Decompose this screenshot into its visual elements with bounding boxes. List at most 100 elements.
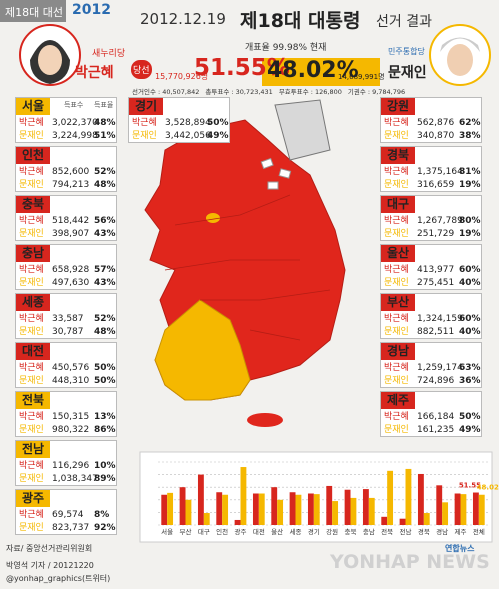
votes: 15,770,926명 bbox=[155, 72, 209, 81]
votes: 823,737 bbox=[52, 523, 90, 533]
votes: 161,235 bbox=[417, 425, 455, 435]
region-row: 문재인 3,224,998 51% bbox=[16, 130, 116, 143]
share: 50% bbox=[207, 118, 229, 128]
candidate-name: 박근혜 bbox=[19, 216, 44, 226]
bar bbox=[332, 501, 339, 525]
region-card: 경기 박근혜 3,528,894 50% 문재인 3,442,056 49% bbox=[128, 97, 230, 143]
region-row: 문재인 823,737 92% bbox=[16, 522, 116, 535]
share: 52% bbox=[94, 167, 116, 177]
region-row: 박근혜 69,574 8% bbox=[16, 509, 116, 522]
share: 13% bbox=[94, 412, 116, 422]
votes: 1,375,164 bbox=[417, 167, 463, 177]
region-row: 박근혜 562,876 62% bbox=[381, 117, 481, 130]
share: 63% bbox=[459, 363, 481, 373]
bar bbox=[405, 468, 412, 525]
region-row: 박근혜 150,315 13% bbox=[16, 411, 116, 424]
region-row: 문재인 30,787 48% bbox=[16, 326, 116, 339]
bar bbox=[313, 494, 320, 525]
badge-box bbox=[0, 0, 66, 22]
candidate-name: 문재인 bbox=[132, 131, 157, 141]
region-card: 대구 박근혜 1,267,789 80% 문재인 251,729 19% bbox=[380, 195, 482, 241]
region-name: 서울 bbox=[16, 98, 51, 115]
bar bbox=[277, 499, 284, 525]
region-row: 박근혜 413,977 60% bbox=[381, 264, 481, 277]
region-row: 박근혜 3,528,894 50% bbox=[129, 117, 229, 130]
candidate-name: 문재인 bbox=[19, 327, 44, 337]
candidate-name: 문재인 bbox=[388, 65, 427, 81]
candidate-name: 박근혜 bbox=[384, 363, 409, 373]
votes: 3,528,894 bbox=[165, 118, 211, 128]
share: 43% bbox=[94, 278, 116, 288]
bar bbox=[289, 492, 296, 525]
votes: 448,310 bbox=[52, 376, 90, 386]
stat-label: 기권수 : bbox=[347, 88, 371, 96]
votes: 1,259,174 bbox=[417, 363, 463, 373]
share: 60% bbox=[459, 265, 481, 275]
candidate-name: 박근혜 bbox=[75, 65, 114, 81]
x-tick-label: 경북 bbox=[418, 527, 430, 536]
region-name: 경북 bbox=[381, 147, 416, 164]
votes: 275,451 bbox=[417, 278, 455, 288]
stats: 선거인수 :40,507,842 총투표수 :30,723,431 무효투표수 :1… bbox=[132, 86, 411, 96]
bar bbox=[368, 497, 375, 525]
share: 19% bbox=[459, 229, 481, 239]
value-label: 48.02 bbox=[477, 484, 499, 492]
region-row: 박근혜 518,442 56% bbox=[16, 215, 116, 228]
column-header: 득표율 bbox=[94, 101, 114, 109]
bar bbox=[179, 487, 186, 525]
region-name: 경기 bbox=[129, 98, 164, 115]
votes: 724,896 bbox=[417, 376, 455, 386]
x-tick-label: 대구 bbox=[198, 528, 210, 536]
region-row: 박근혜 116,296 10% bbox=[16, 460, 116, 473]
x-tick-label: 대전 bbox=[253, 527, 265, 536]
share: 8% bbox=[94, 510, 110, 520]
region-card: 충남 박근혜 658,928 57% 문재인 497,630 43% bbox=[15, 244, 117, 290]
candidate-name: 문재인 bbox=[384, 327, 409, 337]
share: 10% bbox=[94, 461, 116, 471]
bar bbox=[161, 494, 168, 525]
share: 51% bbox=[94, 131, 116, 141]
portrait-hair bbox=[440, 37, 480, 52]
candidate-name: 박근혜 bbox=[19, 314, 44, 324]
bar bbox=[185, 499, 192, 525]
bar bbox=[271, 487, 278, 525]
region-row: 문재인 161,235 49% bbox=[381, 424, 481, 437]
bar bbox=[234, 519, 241, 525]
share: 43% bbox=[94, 229, 116, 239]
region-row: 박근혜 1,267,789 80% bbox=[381, 215, 481, 228]
byline: 박영석 기자 / 20121220 bbox=[6, 561, 94, 570]
region-row: 박근혜 1,259,174 63% bbox=[381, 362, 481, 375]
bar bbox=[326, 485, 333, 525]
votes: 3,022,370 bbox=[52, 118, 98, 128]
moon-share-box bbox=[262, 58, 380, 86]
candidate-name: 문재인 bbox=[19, 425, 44, 435]
stat-value: 30,723,431 bbox=[235, 88, 273, 96]
region-row: 문재인 251,729 19% bbox=[381, 228, 481, 241]
region-row: 박근혜 33,587 52% bbox=[16, 313, 116, 326]
twitter: @yonhap_graphics(트위터) bbox=[6, 574, 111, 583]
share: 40% bbox=[459, 327, 481, 337]
bar bbox=[460, 494, 467, 525]
region-name: 울산 bbox=[381, 245, 416, 262]
votes: 69,574 bbox=[52, 510, 84, 520]
share: 40% bbox=[459, 278, 481, 288]
region-card: 충북 박근혜 518,442 56% 문재인 398,907 43% bbox=[15, 195, 117, 241]
candidate-name: 박근혜 bbox=[19, 118, 44, 128]
x-tick-label: 충남 bbox=[363, 527, 375, 536]
ballot-paper bbox=[278, 168, 292, 179]
x-tick-label: 전체 bbox=[473, 527, 485, 536]
region-row: 문재인 275,451 40% bbox=[381, 277, 481, 290]
bar bbox=[381, 516, 388, 525]
candidate-name: 박근혜 bbox=[384, 412, 409, 422]
region-name: 광주 bbox=[16, 490, 51, 507]
region-row: 박근혜 450,576 50% bbox=[16, 362, 116, 375]
votes: 980,322 bbox=[52, 425, 90, 435]
region-card: 제주 박근혜 166,184 50% 문재인 161,235 49% bbox=[380, 391, 482, 437]
votes: 1,267,789 bbox=[417, 216, 463, 226]
bar bbox=[307, 493, 314, 525]
votes: 562,876 bbox=[417, 118, 455, 128]
candidate-name: 박근혜 bbox=[384, 167, 409, 177]
region-name: 제주 bbox=[381, 392, 416, 409]
share: 89% bbox=[94, 474, 116, 484]
